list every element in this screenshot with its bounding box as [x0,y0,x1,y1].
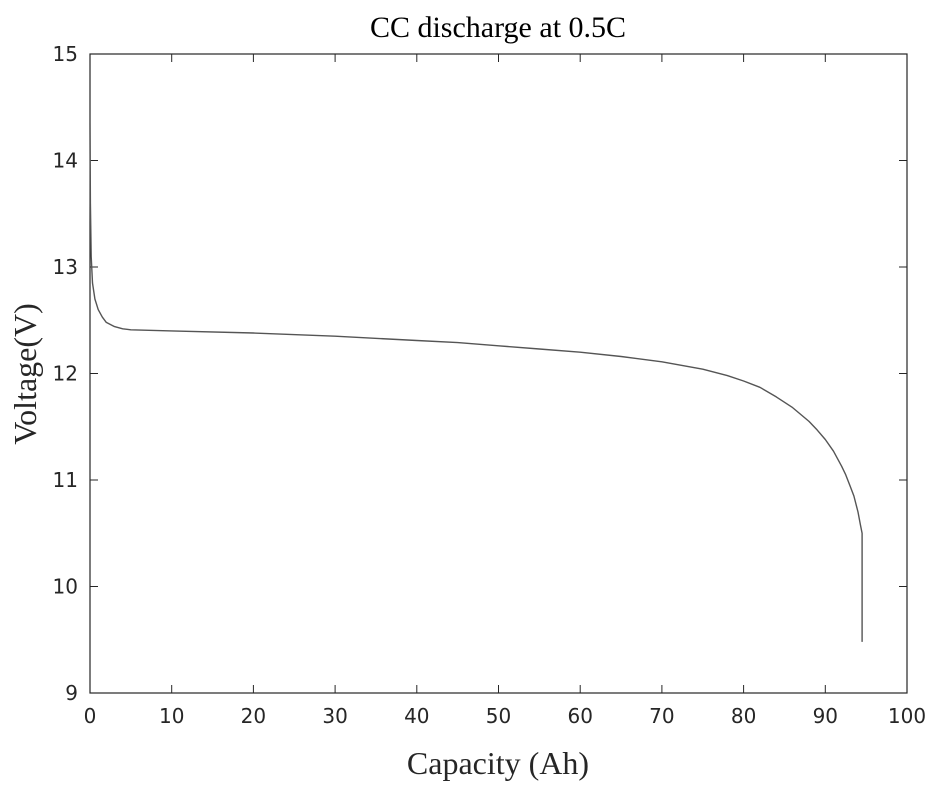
y-tick-label: 9 [65,681,78,705]
x-tick-label: 80 [731,704,756,728]
y-tick-label: 10 [53,575,78,599]
x-tick-label: 90 [813,704,838,728]
x-axis-title: Capacity (Ah) [407,745,589,781]
y-tick-label: 15 [53,42,78,66]
y-tick-label: 14 [53,149,78,173]
discharge-curve [89,123,863,642]
x-tick-label: 100 [888,704,926,728]
plot-area: 0 10 20 30 40 50 60 70 80 90 100 9 10 11 12 13 14 15 [53,42,927,728]
x-tick-label: 70 [649,704,674,728]
x-tick-label: 60 [567,704,592,728]
y-tick-label: 12 [53,362,78,386]
chart-title: CC discharge at 0.5C [370,11,626,44]
y-axis-title: Voltage(V) [7,303,43,445]
x-tick-label: 20 [241,704,266,728]
x-tick-label: 30 [322,704,347,728]
x-tick-label: 0 [84,704,97,728]
x-tick-label: 50 [486,704,511,728]
x-tick-label: 40 [404,704,429,728]
y-tick-label: 11 [53,468,78,492]
y-tick-label: 13 [53,255,78,279]
x-tick-label: 10 [159,704,184,728]
